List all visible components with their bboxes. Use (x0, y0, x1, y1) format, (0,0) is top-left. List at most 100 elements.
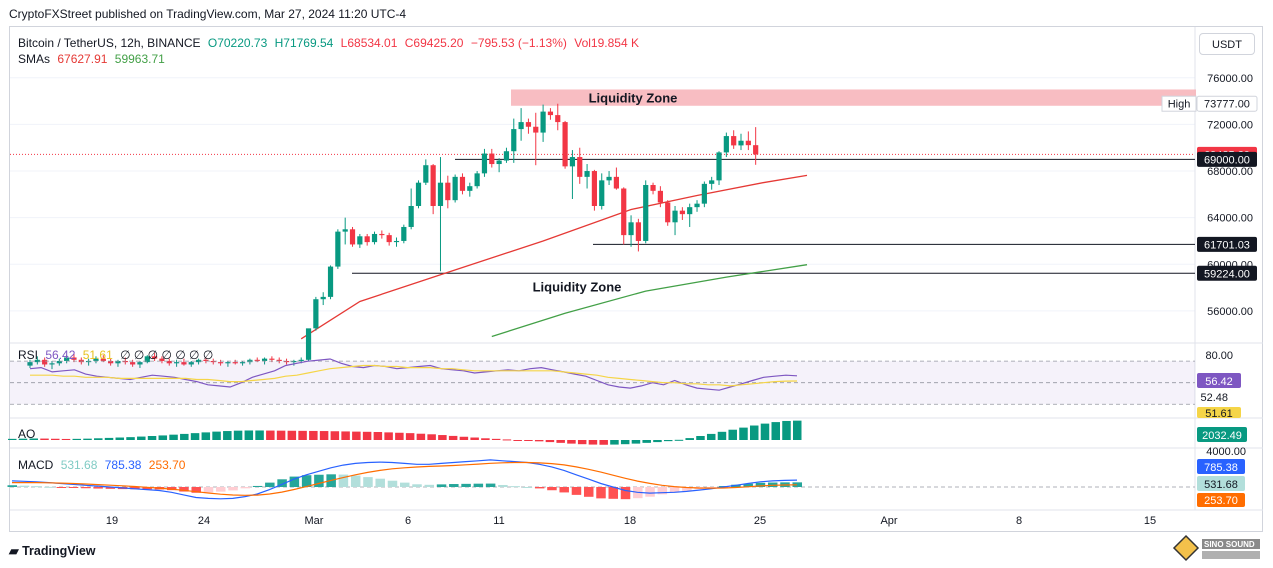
price-axis-tick: 68000.00 (1207, 166, 1253, 178)
rsi-ma-line (30, 364, 798, 387)
candle-body (137, 362, 143, 365)
ao-bar (72, 438, 82, 440)
ao-bar (620, 440, 630, 445)
candle-body (56, 360, 62, 364)
ao-bar (459, 436, 469, 440)
candle-body (130, 362, 136, 365)
candle-body (327, 266, 334, 297)
ao-bar (470, 437, 479, 440)
candle-body (364, 236, 370, 243)
macd-histogram-bar (191, 487, 201, 493)
macd-legend[interactable]: MACD 531.68 785.38 253.70 (18, 458, 185, 472)
macd-histogram-bar (596, 487, 606, 499)
ao-bar (491, 438, 501, 440)
rsi-ma-value: 51.61 (82, 348, 113, 362)
ao-bar (395, 432, 404, 440)
candle-body (569, 157, 576, 167)
ohlc-high: H71769.54 (274, 36, 334, 50)
macd-histogram-bar (669, 487, 680, 493)
candle-body (584, 171, 590, 177)
macd-histogram-bar (436, 484, 447, 487)
high-price-tag-bg (1196, 95, 1258, 112)
candle-body (445, 182, 451, 201)
ao-bar (51, 438, 60, 440)
level-59224-tag-bg (1197, 265, 1257, 281)
sma-red-line (300, 174, 808, 340)
macd-histogram-bar (461, 483, 471, 487)
sma-legend[interactable]: SMAs 67627.91 59963.71 (18, 52, 165, 66)
macd-histogram-bar (534, 487, 545, 489)
liquidity-zone-label-bottom: Liquidity Zone (533, 280, 622, 295)
candle-body (540, 111, 546, 133)
publisher-line: CryptoFXStreet published on TradingView.… (9, 7, 407, 21)
candle-body (174, 362, 180, 364)
time-axis-tick: Apr (880, 515, 897, 527)
high-name-text: High (1168, 99, 1191, 111)
macd-histogram-bar (301, 475, 312, 487)
candle-body (64, 357, 70, 361)
candle-body (217, 362, 224, 364)
candle-body (415, 182, 422, 206)
ao-bar (534, 440, 544, 442)
macd-histogram-bar (608, 487, 619, 499)
candle-body (467, 186, 473, 191)
candle-body (181, 362, 187, 365)
macd-histogram-bar (216, 487, 226, 492)
candle-body (489, 153, 495, 165)
candle-body (283, 360, 290, 363)
symbol-name[interactable]: Bitcoin / TetherUS, 12h, BINANCE (18, 36, 201, 50)
candle-body (379, 233, 385, 236)
ao-bar (287, 430, 297, 440)
ao-bar (706, 433, 716, 440)
rsi-pane (10, 358, 1195, 405)
rsi-legend[interactable]: RSI 56.42 51.61 ∅ ∅ ∅ ∅ ∅ ∅ ∅ (18, 348, 213, 362)
time-axis-tick: 6 (405, 515, 411, 527)
candle-body (672, 210, 678, 223)
macd-histogram-bar (228, 487, 238, 491)
ao-bar (416, 433, 426, 440)
candle-body (745, 140, 751, 146)
ao-bar (685, 438, 694, 440)
ao-bar (169, 434, 178, 440)
macd-histogram-bar (338, 474, 349, 487)
macd-histogram-bar (130, 487, 140, 490)
ao-bar (567, 440, 576, 444)
macd-pane (7, 459, 1195, 500)
level-61701-tag-text: 61701.03 (1204, 239, 1250, 251)
level-59224-tag-text: 59224.00 (1204, 268, 1250, 280)
ohlc-low: L68534.01 (340, 36, 398, 50)
ao-legend[interactable]: AO (18, 427, 35, 441)
macd-signal-line (12, 461, 798, 496)
macd-histogram-bar (289, 476, 300, 487)
price-axis-tick: 64000.00 (1207, 213, 1253, 225)
price-axis-tick: 76000.00 (1207, 73, 1253, 85)
ao-bar (481, 438, 490, 440)
ao-bar (126, 437, 135, 440)
ao-bar (180, 433, 189, 440)
candle-body (225, 362, 231, 364)
ao-bar (212, 431, 221, 440)
candle-body (577, 157, 583, 177)
macd-histogram-bar (510, 486, 520, 488)
ao-bar (158, 435, 168, 440)
currency-button[interactable]: USDT (1199, 33, 1255, 55)
ao-bar (663, 440, 673, 442)
ao-bar (642, 440, 651, 443)
ao-bar (104, 437, 114, 440)
candle-body (452, 176, 458, 201)
candle-body (694, 203, 700, 208)
macd-label: MACD (18, 458, 54, 472)
macd-histogram-bar (424, 484, 435, 487)
candle-body (49, 363, 55, 365)
macd-histogram-bar (583, 487, 594, 497)
watermark-diamond-icon (1172, 534, 1200, 562)
level-61701-tag-bg (1197, 236, 1257, 252)
macd-histogram-bar (498, 484, 508, 487)
candle-body (430, 165, 436, 206)
macd-histogram-bar (449, 484, 459, 487)
price-tags: High73777.0069425.2069000.0061701.035922… (1161, 95, 1258, 507)
macd-tag-text: 785.38 (1204, 462, 1238, 474)
tradingview-logo[interactable]: ▰ TradingView (9, 543, 96, 558)
candle-body (100, 358, 106, 361)
